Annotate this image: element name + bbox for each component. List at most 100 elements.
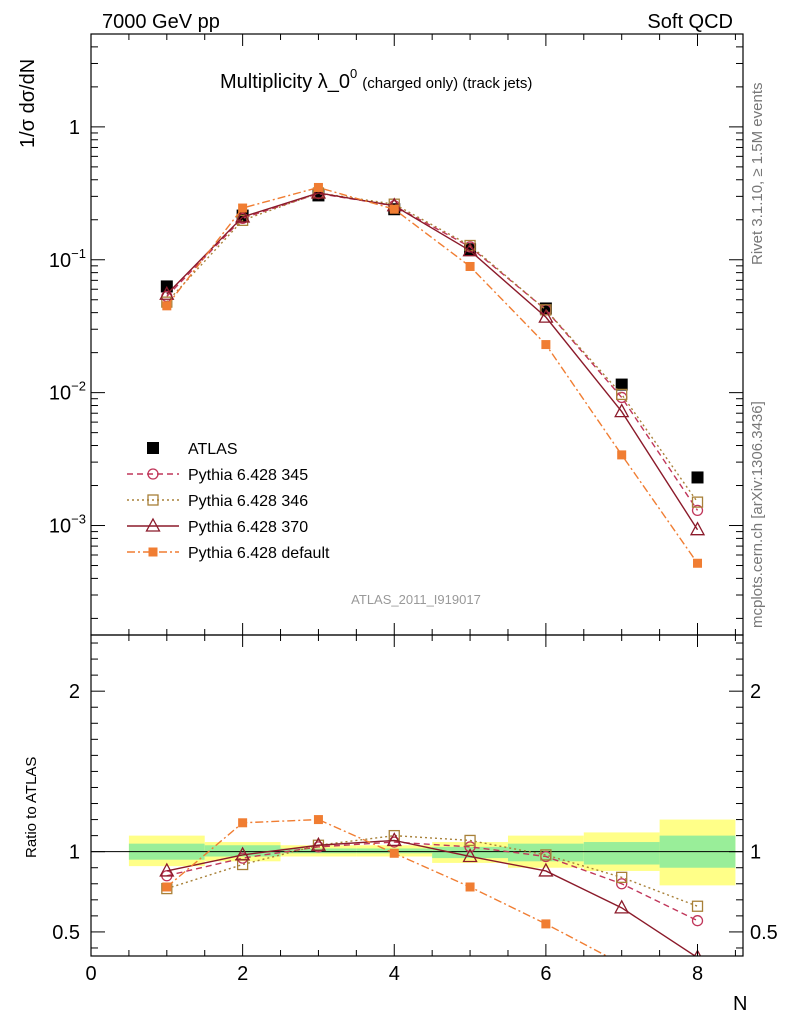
uncertainty-band-inner: [507, 843, 584, 862]
ratio-y-tick-label-right: 1: [750, 842, 761, 864]
x-tick-label: 0: [85, 963, 96, 985]
ratio-y-tick-label-right: 0.5: [750, 922, 778, 944]
data-point: [462, 242, 478, 257]
series-line: [166, 192, 699, 531]
ratio-point: [538, 862, 554, 877]
main-series-group: [159, 182, 706, 568]
y-tick-label: 10−1: [49, 246, 86, 272]
data-point: [235, 208, 251, 223]
ratio-point: [614, 899, 630, 914]
ratio-point: [616, 871, 628, 884]
data-point: [162, 301, 172, 311]
ratio-y-tick-label: 0.5: [52, 922, 80, 944]
ratio-point: [540, 849, 552, 861]
data-point: [691, 496, 704, 508]
ratio-point: [462, 848, 478, 863]
legend-marker: [147, 494, 159, 506]
y-tick-exponent: −2: [71, 379, 86, 394]
series-line: [166, 186, 699, 564]
ratio-y-tick-label: 2: [69, 681, 80, 703]
data-point: [691, 471, 704, 484]
legend-marker: [148, 547, 158, 557]
ratio-axis-label: Ratio to ATLAS: [23, 757, 40, 858]
ratio-uncertainty-bands: [91, 819, 743, 886]
ratio-y-tick-label: 1: [69, 842, 80, 864]
legend-marker: [145, 517, 161, 532]
y-tick-exponent: −3: [71, 512, 86, 527]
data-point: [614, 403, 630, 418]
data-point: [389, 204, 399, 214]
ratio-point: [238, 818, 248, 828]
data-point: [615, 378, 628, 391]
data-point: [689, 521, 706, 536]
y-axis-label: 1/σ dσ/dN: [17, 59, 39, 148]
data-point: [693, 558, 703, 568]
data-point: [313, 182, 323, 192]
ratio-point: [159, 862, 175, 877]
ratio-point: [465, 882, 475, 892]
ratio-point: [616, 878, 628, 890]
ratio-point: [313, 815, 323, 825]
ratio-point: [691, 915, 704, 927]
data-point: [616, 388, 628, 401]
y-tick-base: 10: [49, 383, 71, 405]
data-point: [691, 504, 704, 517]
ratio-point: [386, 832, 402, 847]
y-tick-label: 10−3: [49, 512, 86, 538]
ratio-point: [235, 846, 251, 861]
ratio-point: [162, 882, 172, 892]
analysis-watermark: ATLAS_2011_I919017: [351, 592, 481, 607]
series-line: [166, 192, 699, 511]
legend-label: ATLAS: [188, 441, 238, 458]
legend: ATLAS Pythia 6.428 345 Pythia 6.428 346 Pyt…: [127, 441, 330, 562]
ratio-series-group: [159, 815, 704, 969]
ratio-point: [541, 919, 551, 929]
legend-label: Pythia 6.428 default: [188, 545, 330, 562]
y-tick-label: 1: [69, 117, 80, 139]
y-tick-base: 1: [69, 117, 80, 139]
x-tick-label: 8: [692, 963, 703, 985]
rivet-label: Rivet 3.1.10, ≥ 1.5M events: [749, 83, 766, 266]
uncertainty-band-inner: [204, 845, 281, 857]
y-tick-label: 10−2: [49, 379, 86, 405]
legend-label: Pythia 6.428 370: [188, 519, 308, 536]
ratio-point: [691, 900, 704, 912]
header-energy: 7000 GeV pp: [102, 11, 220, 33]
ratio-line: [166, 841, 698, 922]
ratio-y-tick-label-right: 2: [750, 681, 761, 703]
data-point: [541, 340, 551, 350]
x-tick-label: 6: [540, 963, 551, 985]
legend-marker: [147, 468, 159, 480]
uncertainty-band-inner: [583, 842, 660, 865]
x-axis-label: N: [733, 993, 747, 1015]
ratio-line: [166, 818, 609, 956]
ratio-plot-frame: [90, 634, 744, 957]
header-category: Soft QCD: [647, 11, 733, 33]
series-line: [166, 192, 699, 503]
data-point: [617, 450, 627, 460]
ratio-line: [166, 839, 697, 956]
data-point: [616, 391, 628, 404]
ratio-point: [617, 960, 626, 969]
data-point: [538, 308, 554, 323]
legend-marker: [147, 442, 159, 454]
data-point: [238, 203, 248, 213]
legend-label: Pythia 6.428 345: [188, 467, 308, 484]
data-point: [159, 285, 175, 300]
y-tick-exponent: −1: [71, 246, 86, 261]
chart-title: Multiplicity λ_00(charged only) (track j…: [220, 66, 532, 93]
ratio-point: [389, 848, 399, 858]
data-point: [310, 184, 327, 199]
y-tick-base: 10: [49, 250, 71, 272]
x-tick-label: 2: [237, 963, 248, 985]
x-tick-label: 4: [389, 963, 400, 985]
legend-label: Pythia 6.428 346: [188, 493, 308, 510]
mcplots-label: mcplots.cern.ch [arXiv:1306.3436]: [749, 401, 766, 628]
ratio-point: [464, 841, 476, 853]
data-point: [540, 304, 552, 316]
data-point: [465, 261, 475, 271]
data-point: [464, 243, 477, 256]
y-tick-base: 10: [49, 516, 71, 538]
